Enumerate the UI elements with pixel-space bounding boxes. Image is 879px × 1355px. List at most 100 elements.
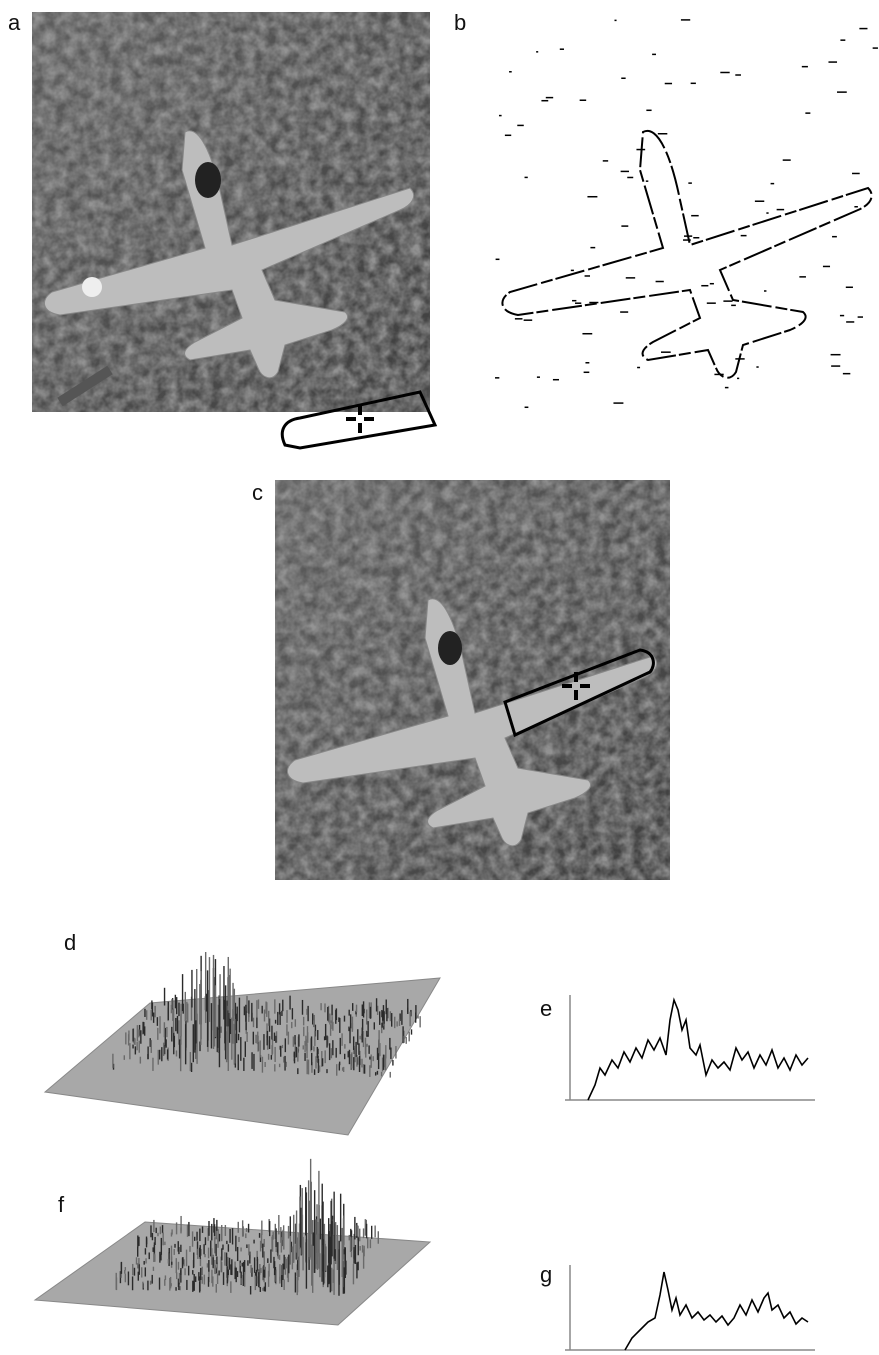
edge-speck <box>652 54 656 56</box>
edge-speck <box>832 236 837 238</box>
panel-label: d <box>64 930 76 955</box>
edge-speck <box>802 66 808 68</box>
edge-speck <box>509 71 512 73</box>
edge-speck <box>755 200 764 202</box>
edge-speck <box>646 180 648 182</box>
edge-speck <box>546 97 553 99</box>
figure: a b c d e f <box>0 0 879 1355</box>
edge-speck <box>843 373 850 375</box>
edge-speck <box>737 378 739 380</box>
edge-speck <box>536 51 538 53</box>
edge-speck <box>741 235 747 237</box>
edge-speck <box>665 83 672 85</box>
edge-speck <box>636 149 645 151</box>
edge-speck <box>620 311 628 313</box>
panel-label: e <box>540 996 552 1021</box>
edge-speck <box>621 225 628 227</box>
edge-speck <box>496 259 500 261</box>
edge-speck <box>517 125 523 127</box>
edge-speck <box>710 283 714 285</box>
edge-speck <box>684 235 692 237</box>
edge-speck <box>505 135 511 137</box>
edge-speck <box>852 173 860 175</box>
edge-speck <box>572 300 576 302</box>
edge-speck <box>582 333 592 335</box>
edge-speck <box>525 177 528 179</box>
edge-speck <box>580 99 587 101</box>
edge-speck <box>846 321 854 323</box>
panel-label: g <box>540 1262 552 1287</box>
edge-speck <box>823 266 830 268</box>
edge-speck <box>756 366 758 368</box>
edge-speck <box>621 78 625 80</box>
edge-speck <box>858 316 863 318</box>
edge-speck <box>658 133 667 135</box>
edge-speck <box>584 372 590 374</box>
edge-speck <box>621 171 629 173</box>
surface-plot-d <box>45 952 440 1135</box>
profile-g <box>565 1265 815 1350</box>
edge-speck <box>771 183 775 185</box>
edge-speck <box>846 287 853 289</box>
edge-speck <box>603 160 608 162</box>
edge-speck <box>515 318 523 320</box>
edge-speck <box>831 354 841 356</box>
edge-speck <box>764 290 766 292</box>
edge-speck <box>707 302 716 304</box>
edge-speck <box>701 285 708 287</box>
surface-plot-f <box>35 1159 430 1325</box>
edge-speck <box>731 305 736 307</box>
panel-label: c <box>252 480 263 505</box>
edge-speck <box>614 20 616 22</box>
edge-speck <box>831 365 840 367</box>
edge-speck <box>587 196 597 198</box>
edge-speck <box>777 209 785 211</box>
edge-speck <box>560 48 564 50</box>
edge-speck <box>613 402 623 404</box>
edge-speck <box>541 100 548 102</box>
edge-speck <box>873 47 878 49</box>
edge-speck <box>499 115 502 117</box>
edge-speck <box>524 319 533 321</box>
edge-map-b <box>495 19 878 408</box>
photo-a <box>32 12 430 412</box>
edge-speck <box>683 239 691 241</box>
edge-speck <box>646 110 651 112</box>
edge-speck <box>691 215 699 217</box>
edge-speck <box>735 74 741 76</box>
edge-speck <box>805 112 810 114</box>
edge-speck <box>725 387 729 389</box>
edge-speck <box>691 83 696 85</box>
edge-speck <box>735 358 744 360</box>
edge-speck <box>661 351 671 353</box>
edge-speck <box>828 61 837 63</box>
edge-speck <box>627 177 633 179</box>
edge-speck <box>766 212 768 214</box>
edge-speck <box>854 206 857 208</box>
edge-speck <box>585 275 590 277</box>
edge-speck <box>585 362 589 364</box>
edge-speck <box>837 91 847 93</box>
edge-speck <box>799 276 806 278</box>
edge-speck <box>840 39 845 41</box>
edge-speck <box>495 377 499 379</box>
panel-label: a <box>8 10 21 35</box>
edge-speck <box>783 159 791 161</box>
edge-speck <box>840 315 844 317</box>
edge-speck <box>626 277 635 279</box>
panel-label: f <box>58 1192 65 1217</box>
edge-speck <box>723 300 732 302</box>
edge-speck <box>575 302 581 304</box>
edge-speck <box>688 182 692 184</box>
edge-speck <box>859 28 867 30</box>
edge-speck <box>589 302 598 304</box>
panel-label: b <box>454 10 466 35</box>
edge-speck <box>720 72 729 74</box>
edge-speck <box>590 247 595 249</box>
edge-speck <box>693 237 699 239</box>
edge-speck <box>681 19 690 21</box>
edge-speck <box>525 407 529 409</box>
edge-speck <box>571 270 574 272</box>
edge-speck <box>656 281 664 283</box>
edge-speck <box>537 376 540 378</box>
